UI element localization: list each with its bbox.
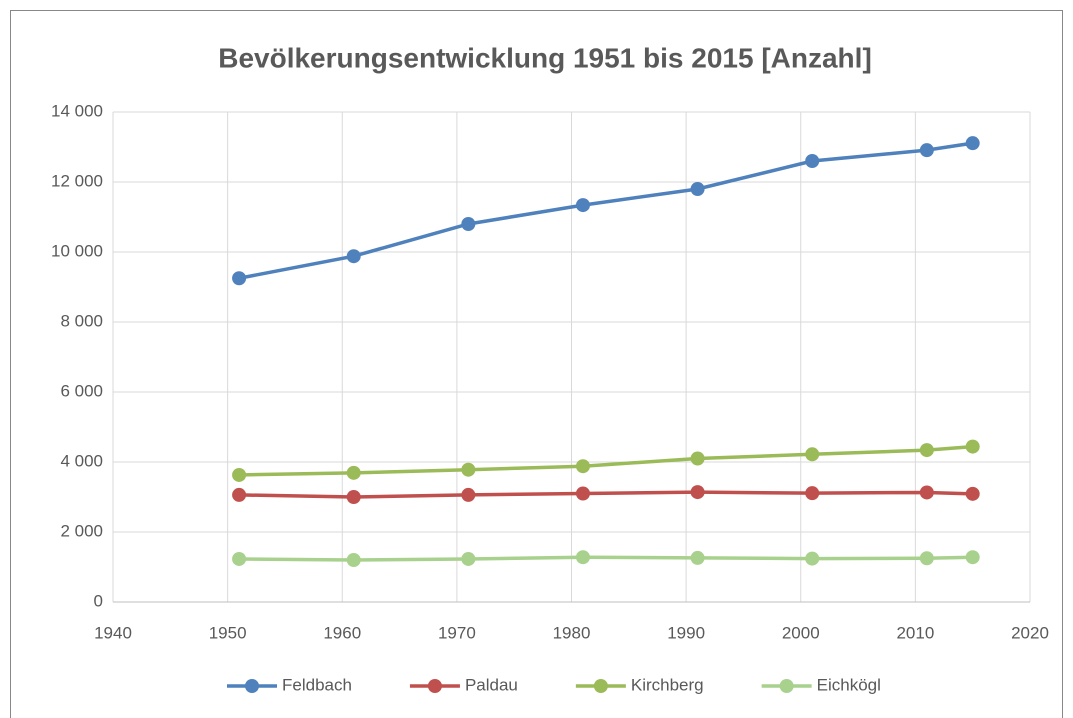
series-line — [239, 444, 973, 477]
data-point — [461, 551, 476, 566]
data-point — [965, 439, 980, 454]
data-point — [965, 550, 980, 565]
data-point — [346, 490, 361, 504]
data-point — [461, 217, 476, 231]
y-tick-label: 4 000 — [60, 451, 103, 470]
x-tick-label: 2020 — [1011, 623, 1049, 642]
data-point — [919, 143, 934, 158]
y-tick-label: 6 000 — [60, 381, 103, 400]
data-point — [919, 485, 934, 500]
data-point — [575, 486, 590, 501]
y-tick-label: 0 — [94, 591, 103, 610]
x-tick-label: 1940 — [94, 623, 132, 642]
data-point — [805, 154, 820, 168]
data-point — [690, 485, 705, 500]
legend-label: Eichkögl — [817, 675, 881, 694]
data-point — [346, 465, 361, 480]
data-point — [919, 443, 934, 458]
data-point — [965, 486, 980, 501]
legend-marker — [427, 679, 442, 693]
data-point — [461, 487, 476, 502]
data-point — [232, 271, 247, 286]
x-tick-label: 2010 — [896, 623, 934, 642]
x-tick-label: 1960 — [323, 623, 361, 642]
y-tick-label: 2 000 — [60, 521, 103, 540]
data-point — [346, 249, 361, 264]
x-tick-label: 1950 — [209, 623, 247, 642]
data-point — [461, 462, 476, 477]
y-tick-label: 10 000 — [51, 241, 103, 260]
data-point — [690, 550, 705, 565]
series-line — [239, 555, 973, 562]
data-point — [965, 136, 980, 151]
legend-marker — [593, 679, 608, 693]
x-tick-label: 1970 — [438, 623, 476, 642]
y-tick-label: 14 000 — [51, 101, 103, 120]
data-point — [575, 550, 590, 565]
legend-marker — [779, 679, 794, 693]
data-point — [690, 182, 705, 196]
data-point — [805, 486, 820, 501]
data-point — [805, 551, 820, 566]
chart-title: Bevölkerungsentwicklung 1951 bis 2015 [A… — [218, 42, 872, 73]
legend-marker — [245, 679, 259, 693]
legend-label: Feldbach — [282, 675, 352, 694]
data-point — [919, 551, 934, 566]
x-tick-label: 2000 — [782, 623, 820, 642]
data-point — [232, 551, 247, 566]
x-tick-label: 1980 — [553, 623, 591, 642]
chart-frame — [10, 10, 1063, 718]
data-point — [575, 459, 590, 474]
series-line — [239, 490, 973, 499]
data-point — [690, 451, 705, 466]
y-tick-label: 8 000 — [60, 311, 103, 330]
data-point — [232, 467, 247, 482]
legend-label: Kirchberg — [631, 675, 704, 694]
data-point — [346, 553, 361, 567]
x-tick-label: 1990 — [667, 623, 705, 642]
data-point — [232, 487, 247, 502]
series-line — [238, 141, 973, 280]
y-tick-label: 12 000 — [51, 171, 103, 190]
legend-label: Paldau — [465, 675, 518, 694]
data-point — [575, 198, 590, 213]
data-point — [805, 447, 820, 462]
